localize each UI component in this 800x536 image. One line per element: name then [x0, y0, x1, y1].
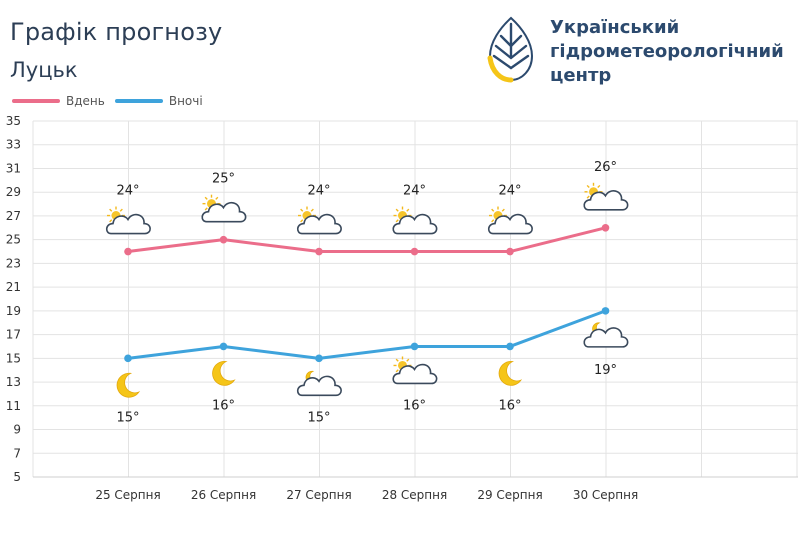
data-point-night — [410, 342, 419, 351]
partly-cloudy-day-icon — [105, 206, 151, 235]
y-tick-label: 11 — [6, 399, 21, 413]
data-point-night — [506, 342, 514, 351]
data-point-day — [124, 247, 132, 256]
partly-cloudy-day-icon — [392, 206, 438, 235]
y-tick-label: 13 — [6, 375, 21, 389]
x-tick-label: 28 Серпня — [382, 488, 447, 502]
partly-cloudy-day-icon — [296, 206, 342, 235]
y-tick-label: 15 — [6, 351, 21, 365]
data-point-night — [315, 354, 323, 363]
city-name: Луцьк — [10, 58, 78, 82]
day-temp-label: 25° — [212, 172, 235, 187]
moon-icon — [212, 361, 236, 386]
night-temp-label: 19° — [594, 363, 617, 378]
y-tick-label: 23 — [6, 256, 21, 270]
logo-line-2: гідрометеорологічний — [550, 41, 784, 62]
data-point-day — [315, 247, 323, 256]
day-temp-label: 24° — [403, 184, 426, 199]
series-line-night — [127, 309, 607, 360]
x-tick-label: 29 Серпня — [477, 488, 542, 502]
x-tick-label: 30 Серпня — [573, 488, 638, 502]
y-tick-label: 9 — [13, 423, 21, 437]
night-temp-label: 15° — [307, 410, 330, 425]
data-point-day — [410, 247, 419, 256]
logo-line-3: центр — [550, 65, 612, 86]
night-temp-label: 15° — [116, 410, 139, 425]
data-point-day — [601, 224, 610, 232]
legend-swatch-night — [114, 99, 163, 103]
day-temp-label: 24° — [116, 184, 139, 199]
data-point-day — [506, 247, 514, 256]
legend-item-night[interactable]: Вночі — [114, 94, 203, 108]
legend-swatch-day — [12, 99, 60, 103]
partly-cloudy-night-icon — [296, 370, 342, 397]
data-point-night — [124, 354, 132, 363]
ukrhydromet-logo-icon — [487, 16, 534, 83]
y-tick-label: 33 — [6, 138, 21, 152]
x-tick-label: 26 Серпня — [191, 488, 256, 502]
x-tick-label: 27 Серпня — [286, 488, 351, 502]
data-point-night — [601, 307, 610, 315]
night-temp-label: 16° — [498, 398, 521, 413]
data-point-day — [219, 235, 228, 244]
y-tick-label: 7 — [13, 446, 21, 460]
partly-cloudy-day-icon — [392, 356, 438, 385]
data-point-night — [219, 342, 228, 351]
partly-cloudy-day-icon — [487, 206, 533, 235]
night-temp-label: 16° — [212, 398, 235, 413]
x-tick-label: 25 Серпня — [95, 488, 160, 502]
y-tick-label: 35 — [6, 114, 21, 128]
y-tick-label: 27 — [6, 209, 21, 223]
day-temp-label: 24° — [498, 184, 521, 199]
y-tick-label: 17 — [6, 328, 21, 342]
partly-cloudy-night-icon — [583, 322, 629, 348]
y-tick-label: 19 — [6, 304, 21, 318]
moon-icon — [116, 372, 141, 398]
y-tick-label: 25 — [6, 233, 21, 247]
logo-line-1: Український — [550, 17, 680, 38]
logo: Український гідрометеорологічний центр — [486, 16, 784, 88]
moon-icon — [498, 361, 523, 386]
legend-label-day: Вдень — [66, 94, 105, 108]
y-tick-label: 29 — [6, 185, 21, 199]
night-temp-label: 16° — [403, 398, 426, 413]
partly-cloudy-day-icon — [583, 182, 629, 211]
chart-title: Графік прогнозу — [10, 18, 223, 46]
partly-cloudy-day-icon — [201, 194, 247, 223]
day-temp-label: 24° — [307, 184, 330, 199]
y-tick-label: 5 — [13, 470, 21, 484]
logo-text: Український гідрометеорологічний центр — [550, 16, 784, 88]
legend-item-day[interactable]: Вдень — [12, 94, 105, 108]
legend-label-night: Вночі — [168, 94, 203, 108]
day-temp-label: 26° — [594, 160, 617, 175]
y-tick-label: 31 — [6, 161, 21, 175]
legend: Вдень Вночі — [12, 94, 203, 108]
y-tick-label: 21 — [6, 280, 21, 294]
series-line-day — [127, 226, 606, 254]
